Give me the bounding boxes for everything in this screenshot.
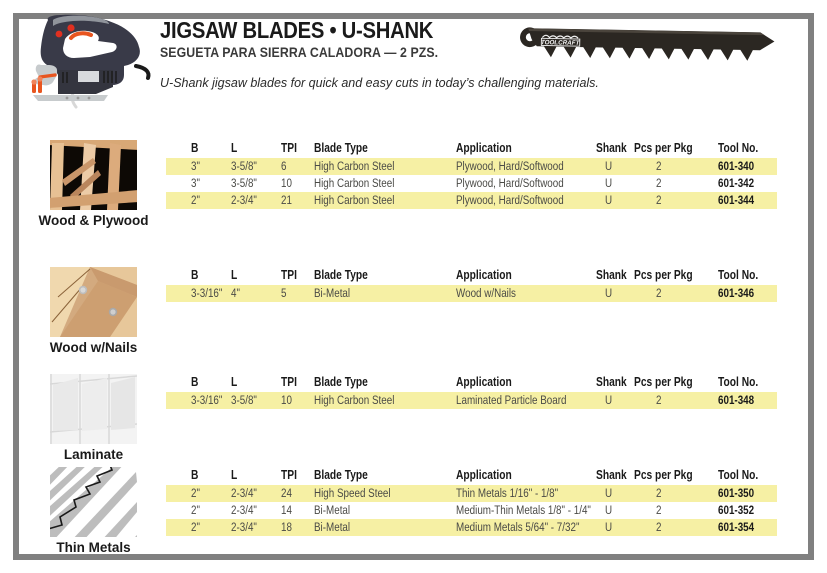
svg-text:TOOLCRAFT: TOOLCRAFT — [541, 39, 581, 47]
